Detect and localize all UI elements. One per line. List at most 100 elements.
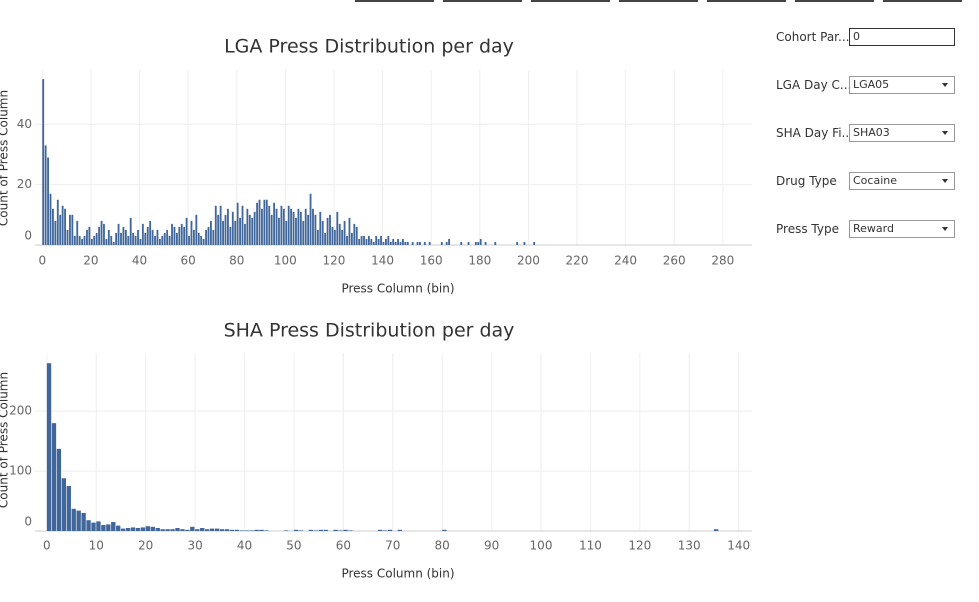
y-axis-title: Count of Press Column (0, 372, 11, 508)
x-tick-label: 40 (132, 254, 147, 268)
bar (56, 199, 59, 245)
bar (246, 208, 249, 245)
bar (460, 241, 463, 245)
bar (477, 241, 480, 245)
tab[interactable] (619, 0, 698, 2)
bar (251, 217, 254, 245)
bar (144, 232, 147, 245)
bar (338, 223, 341, 245)
filter-label: Press Type (776, 222, 839, 236)
bar (308, 529, 314, 531)
x-tick-label: 120 (322, 254, 345, 268)
bar (93, 235, 96, 245)
bar (192, 229, 195, 245)
tab[interactable] (883, 0, 962, 2)
filter-label: SHA Day Fi... (776, 126, 849, 140)
filter-row: LGA Day C... LGA05 (776, 74, 976, 96)
x-tick-label: 260 (663, 254, 686, 268)
bar (214, 528, 220, 531)
bar (120, 232, 122, 245)
bar (112, 241, 115, 245)
bar (166, 229, 169, 245)
tab[interactable] (355, 0, 434, 2)
bar (127, 235, 130, 245)
bar (254, 529, 259, 531)
bar (224, 529, 230, 531)
bar (307, 214, 310, 245)
bar (91, 522, 96, 531)
bar (117, 223, 120, 245)
bar (185, 217, 188, 245)
bar (71, 508, 76, 531)
chart-title: LGA Press Distribution per day (224, 36, 514, 58)
y-tick-label: 200 (9, 404, 32, 418)
bar (224, 214, 227, 245)
bar (304, 208, 307, 245)
dropdown[interactable]: LGA05 (849, 76, 955, 94)
bar (188, 235, 190, 245)
bar (98, 226, 101, 245)
bar (321, 220, 324, 245)
bar (227, 208, 229, 245)
bar (293, 529, 299, 531)
bar (263, 199, 266, 245)
bar (278, 217, 280, 245)
bar (309, 193, 312, 245)
bar (195, 529, 200, 531)
bar (76, 220, 79, 245)
bar (370, 238, 373, 245)
tab[interactable] (531, 0, 610, 2)
x-tick-label: 60 (336, 539, 351, 553)
dropdown[interactable]: SHA03 (849, 124, 955, 142)
tab[interactable] (443, 0, 522, 2)
bar (261, 208, 263, 245)
tab[interactable] (707, 0, 786, 2)
y-tick-label: 20 (17, 177, 32, 191)
bar (484, 241, 487, 245)
bar (212, 229, 215, 245)
bar (377, 238, 380, 245)
bar (312, 208, 314, 245)
x-tick-label: 100 (274, 254, 297, 268)
bar (101, 525, 106, 531)
bar (399, 241, 402, 245)
bar (290, 208, 293, 245)
bar (292, 211, 295, 245)
text-input[interactable]: 0 (849, 28, 955, 46)
bar (61, 205, 64, 245)
x-tick-label: 140 (371, 254, 394, 268)
dropdown[interactable]: Cocaine (849, 172, 955, 190)
bar (122, 226, 125, 245)
bar (333, 229, 336, 245)
filter-row: Cohort Par... 0 (776, 26, 976, 48)
bar (207, 226, 210, 245)
bar (282, 208, 285, 245)
bar (64, 208, 66, 245)
y-tick-label: 100 (9, 464, 32, 478)
bar (333, 529, 338, 531)
x-axis-title: Press Column (bin) (341, 567, 454, 581)
bar (314, 214, 317, 245)
tab[interactable] (795, 0, 874, 2)
x-tick-label: 70 (385, 539, 400, 553)
bar (49, 193, 52, 245)
bar (467, 241, 470, 245)
bar (268, 205, 271, 245)
filter-label: Cohort Par... (776, 30, 849, 44)
filter-row: SHA Day Fi... SHA03 (776, 122, 976, 144)
bar (523, 241, 526, 245)
dropdown[interactable]: Reward (849, 220, 955, 238)
x-tick-label: 280 (711, 254, 734, 268)
bar (284, 530, 289, 531)
bar (73, 235, 76, 245)
bar (158, 238, 161, 245)
bar (95, 232, 98, 245)
x-tick-label: 60 (180, 254, 195, 268)
bar (209, 528, 215, 531)
bar (219, 205, 222, 245)
y-axis-title: Count of Press Column (0, 90, 11, 226)
bar (380, 235, 382, 245)
bar (139, 238, 142, 245)
y-tick-label: 0 (24, 229, 32, 243)
x-tick-label: 140 (727, 539, 750, 553)
